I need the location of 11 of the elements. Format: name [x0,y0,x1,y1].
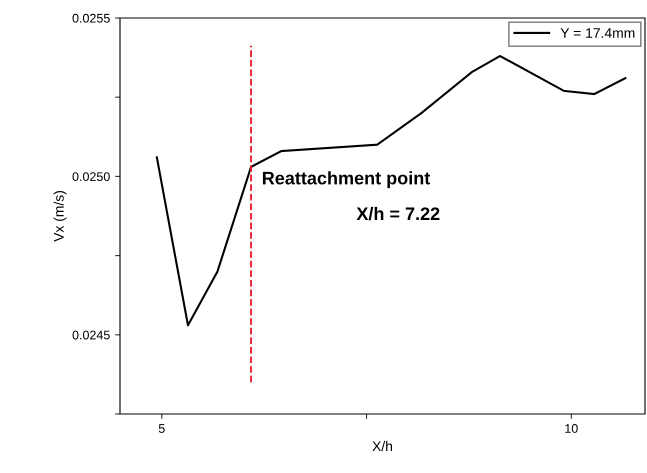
x-tick-label: 5 [158,424,165,433]
annotation: Reattachment point [262,171,430,188]
line-series [156,54,626,326]
y-tick-label: 0.0250 [72,172,110,182]
y-axis-title: Vx (m/s) [54,191,66,242]
legend-label: Y = 17.4mm [560,28,634,38]
y-tick-label: 0.0255 [72,14,110,23]
annotation: X/h = 7.22 [356,206,440,220]
x-tick-label: 10 [565,424,578,433]
x-axis-title: X/h [372,440,392,452]
y-tick-label: 0.0245 [72,330,110,340]
